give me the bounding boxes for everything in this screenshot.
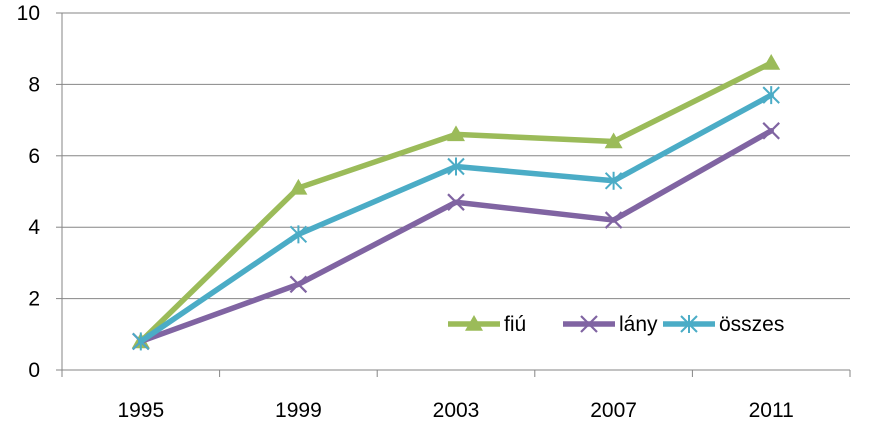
marker-stroke	[289, 275, 308, 294]
y-tick-label: 2	[28, 288, 40, 311]
marker-stroke	[447, 193, 465, 211]
legend-label: összes	[719, 313, 784, 336]
legend-marker	[680, 315, 698, 333]
data-point	[447, 125, 465, 142]
y-tick-label: 0	[28, 359, 40, 382]
y-tick-labels: 0 2 4 6 8 10	[17, 2, 41, 382]
series-1	[132, 122, 780, 351]
legend-item: lány	[563, 313, 658, 336]
data-point	[762, 53, 781, 70]
series-2	[132, 86, 780, 351]
data-point	[289, 178, 308, 195]
axes	[56, 12, 851, 377]
x-tick-label: 1995	[117, 399, 164, 422]
data-point	[604, 211, 623, 229]
data-point	[762, 122, 780, 140]
series-group	[131, 53, 781, 351]
data-point	[762, 86, 780, 105]
legend-marker	[465, 315, 483, 331]
marker-stroke	[580, 315, 598, 333]
data-point	[447, 193, 465, 211]
legend-label: fiú	[504, 313, 526, 336]
x-tick-label: 2011	[749, 399, 794, 422]
x-tick-label: 1999	[275, 399, 322, 422]
legend: fiú lány összes	[448, 313, 784, 336]
data-point	[447, 157, 465, 176]
data-point	[604, 171, 623, 190]
marker-stroke	[762, 122, 780, 140]
legend-item: fiú	[448, 313, 526, 336]
x-tick-labels: 1995 1999 2003 2007 2011	[117, 399, 793, 422]
data-point	[289, 275, 308, 294]
y-tick-label: 8	[28, 73, 40, 96]
x-tick-label: 2003	[433, 399, 480, 422]
data-point	[289, 225, 308, 244]
data-point	[604, 132, 623, 149]
y-tick-label: 4	[28, 216, 40, 239]
y-tick-label: 10	[17, 2, 40, 25]
x-tick-label: 2007	[590, 399, 637, 422]
y-tick-label: 6	[28, 145, 40, 168]
legend-item: összes	[663, 313, 784, 336]
marker-stroke	[604, 211, 623, 229]
legend-marker	[580, 315, 598, 333]
data-point	[132, 332, 150, 351]
legend-label: lány	[619, 313, 658, 336]
gridlines	[62, 12, 850, 300]
